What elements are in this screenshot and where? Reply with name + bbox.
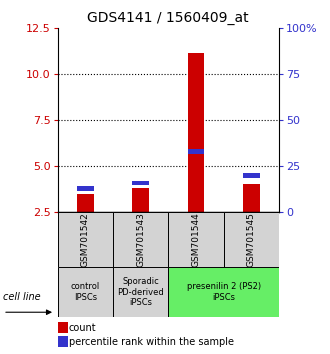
Text: cell line: cell line (3, 292, 41, 302)
Bar (132, 188, 149, 212)
Text: percentile rank within the sample: percentile rank within the sample (69, 337, 234, 347)
Text: GSM701543: GSM701543 (136, 212, 145, 267)
Bar (58, 267, 113, 317)
Bar (113, 267, 168, 317)
Bar (113, 212, 168, 267)
Bar (188, 53, 204, 212)
Bar (132, 181, 149, 185)
Bar (58, 322, 68, 333)
Text: presenilin 2 (PS2)
iPSCs: presenilin 2 (PS2) iPSCs (186, 282, 261, 302)
Bar (58, 336, 68, 347)
Bar (77, 194, 94, 212)
Bar (243, 184, 259, 212)
Bar (168, 212, 224, 267)
Text: count: count (69, 322, 96, 332)
Text: GSM701545: GSM701545 (247, 212, 256, 267)
Text: Sporadic
PD-derived
iPSCs: Sporadic PD-derived iPSCs (117, 277, 164, 307)
Title: GDS4141 / 1560409_at: GDS4141 / 1560409_at (87, 11, 249, 24)
Bar (77, 186, 94, 191)
Bar (243, 173, 259, 178)
Bar (188, 149, 204, 154)
Bar (168, 267, 279, 317)
Text: control
IPSCs: control IPSCs (71, 282, 100, 302)
Text: GSM701544: GSM701544 (191, 212, 200, 267)
Bar (58, 212, 113, 267)
Text: GSM701542: GSM701542 (81, 212, 90, 267)
Bar (223, 212, 279, 267)
